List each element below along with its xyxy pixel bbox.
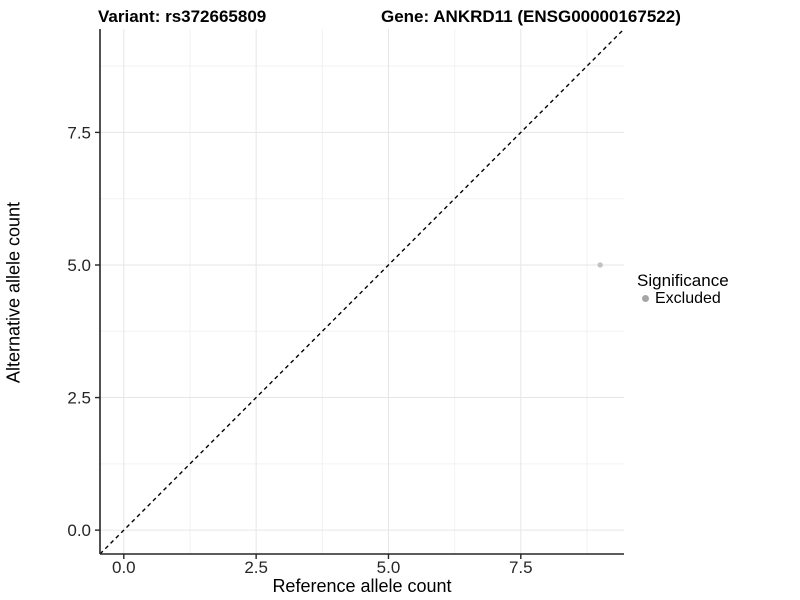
data-point — [597, 262, 603, 268]
legend-title: Significance — [637, 271, 729, 290]
y-tick-label: 7.5 — [67, 123, 91, 142]
legend-key-dot-icon — [642, 295, 649, 302]
y-tick-label: 5.0 — [67, 256, 91, 275]
x-tick-label: 2.5 — [244, 558, 268, 577]
x-tick-label: 0.0 — [112, 558, 136, 577]
x-axis-title: Reference allele count — [272, 576, 452, 596]
y-axis-title: Alternative allele count — [3, 201, 24, 384]
legend-item-excluded: Excluded — [637, 290, 729, 307]
identity-line — [99, 28, 625, 555]
x-tick-label: 5.0 — [377, 558, 401, 577]
x-tick-label: 7.5 — [509, 558, 533, 577]
y-tick-label: 0.0 — [67, 521, 91, 540]
legend-item-label: Excluded — [655, 290, 721, 307]
legend: Significance Excluded — [637, 271, 729, 308]
y-tick-label: 2.5 — [67, 389, 91, 408]
variant-title: Variant: rs372665809 — [98, 7, 267, 26]
gene-title: Gene: ANKRD11 (ENSG00000167522) — [381, 7, 681, 26]
